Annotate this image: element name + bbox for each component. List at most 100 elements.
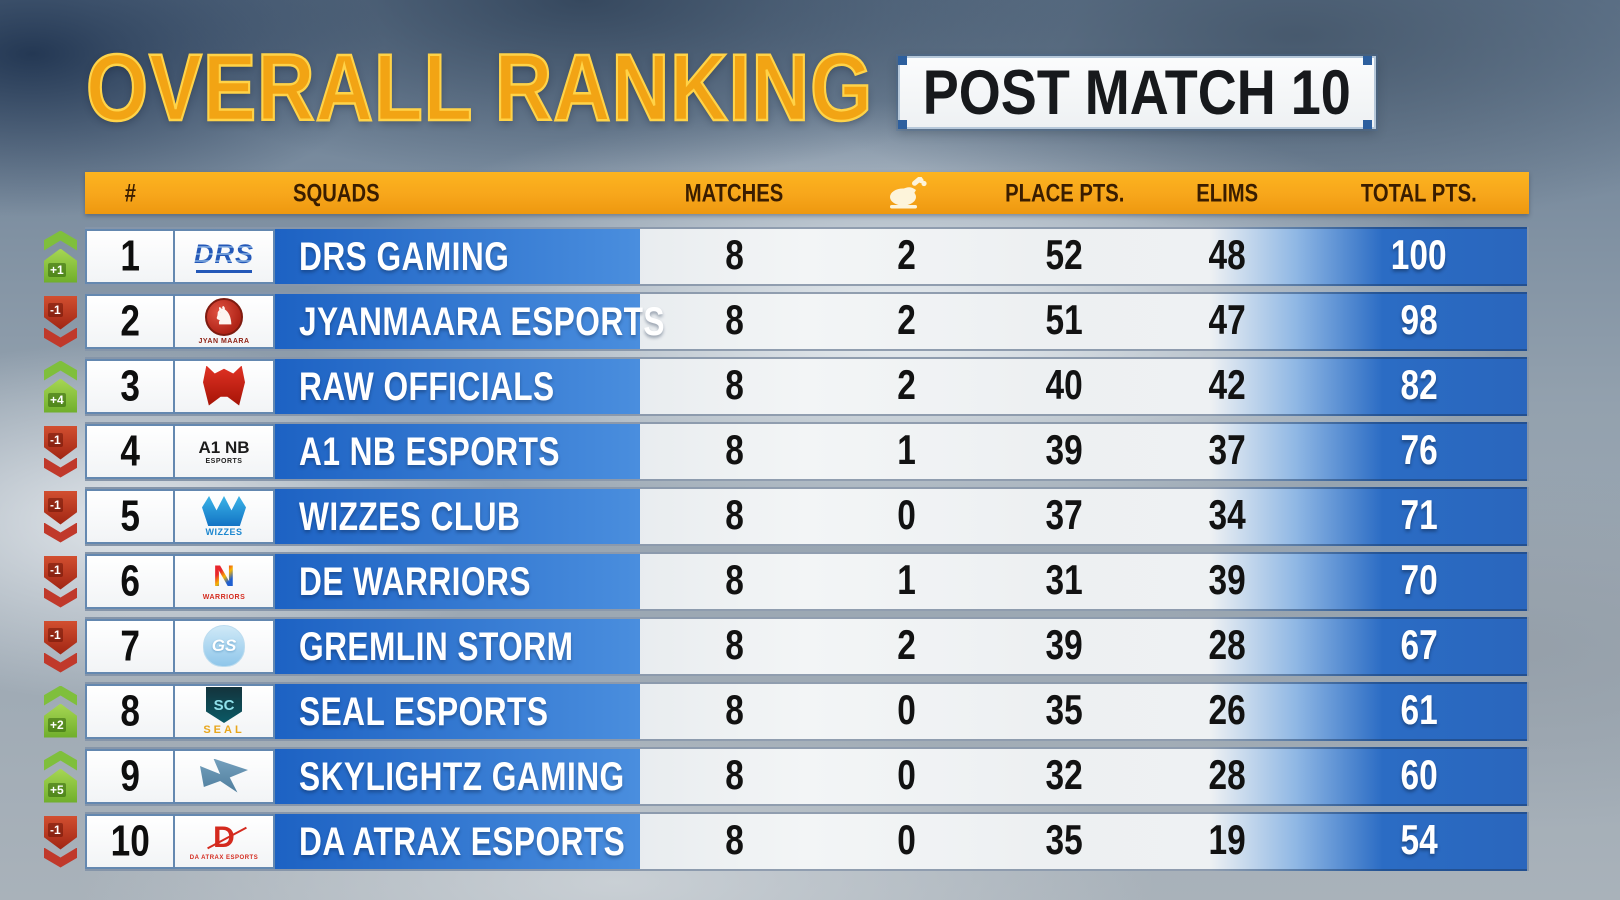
rank-change-chevron-icon: [44, 587, 77, 608]
team-logo-shape: SC: [206, 687, 242, 723]
header-place-pts: PLACE PTS.: [1004, 178, 1125, 207]
rank-change-chevron-icon: [44, 847, 77, 868]
wwcd-cell: 1: [897, 557, 916, 605]
team-logo-cell: A1 NB ESPORTS: [175, 424, 275, 479]
place-points-cell: 40: [1045, 362, 1084, 410]
total-points-cell: 61: [1400, 687, 1438, 735]
team-logo-shape: ♞: [205, 298, 243, 336]
rank-cell: 8: [85, 684, 175, 739]
place-points-cell: 39: [1045, 622, 1084, 670]
team-logo-cell: D DA ATRAX ESPORTS: [175, 814, 275, 869]
matches-cell: 8: [725, 427, 744, 475]
place-points-cell: 39: [1045, 427, 1084, 475]
team-logo: [200, 758, 248, 795]
rank-change-value: -1: [48, 302, 63, 317]
team-logo: SC SEAL: [203, 687, 244, 736]
rank-change-indicator: +4: [44, 360, 77, 413]
wwcd-cell: 2: [897, 297, 916, 345]
team-name-cell: SKYLIGHTZ GAMING: [275, 749, 640, 804]
team-logo-cell: DRS: [175, 229, 275, 284]
team-logo: WIZZES: [202, 496, 246, 537]
table-row: +5 9 SKYLIGHTZ GAMING 8 0 32 28 60: [44, 747, 1529, 806]
team-name-cell: DRS GAMING: [275, 229, 640, 284]
wwcd-cell: 0: [897, 492, 916, 540]
team-logo-cell: SC SEAL: [175, 684, 275, 739]
rank-change-indicator: -1: [44, 295, 77, 348]
elims-cell: 48: [1208, 232, 1246, 280]
rank-change-indicator: -1: [44, 555, 77, 608]
wwcd-cell: 2: [897, 232, 916, 280]
table-row: -1 10 D DA ATRAX ESPORTS DA ATRAX ESPORT…: [44, 812, 1529, 871]
rank-cell: 4: [85, 424, 175, 479]
rank-cell: 7: [85, 619, 175, 674]
total-points-cell: 76: [1400, 427, 1438, 475]
team-logo: DRS: [194, 240, 254, 273]
rank-change-indicator: +1: [44, 230, 77, 283]
rank-change-indicator: +2: [44, 685, 77, 738]
rank-change-value: +4: [48, 392, 66, 407]
rank-change-chevron-icon: [44, 522, 77, 543]
place-points-cell: 31: [1045, 557, 1084, 605]
matches-cell: 8: [725, 752, 744, 800]
team-logo-cell: ♞ JYAN MAARA: [175, 294, 275, 349]
team-name-cell: WIZZES CLUB: [275, 489, 640, 544]
team-logo-shape: [202, 496, 246, 526]
place-points-cell: 37: [1045, 492, 1084, 540]
table-row: +1 1 DRS DRS GAMING 8 2 52 48 100: [44, 227, 1529, 286]
team-logo: N WARRIORS: [202, 560, 246, 602]
team-name-cell: SEAL ESPORTS: [275, 684, 640, 739]
ranking-table: # SQUADS MATCHES PLACE PTS. ELIMS TOTAL …: [44, 172, 1529, 877]
total-points-cell: 98: [1400, 297, 1438, 345]
elims-cell: 39: [1208, 557, 1246, 605]
matches-cell: 8: [725, 297, 744, 345]
match-badge: POST MATCH 10: [898, 56, 1376, 129]
team-name-cell: GREMLIN STORM: [275, 619, 640, 674]
matches-cell: 8: [725, 687, 744, 735]
team-logo: D DA ATRAX ESPORTS: [189, 820, 259, 861]
team-logo-shape: GS: [203, 624, 245, 667]
team-name-cell: RAW OFFICIALS: [275, 359, 640, 414]
rank-cell: 3: [85, 359, 175, 414]
header-matches: MATCHES: [685, 178, 784, 207]
team-logo-cell: WIZZES: [175, 489, 275, 544]
ranking-rows: +1 1 DRS DRS GAMING 8 2 52 48 100 -1 2 ♞…: [44, 227, 1529, 871]
table-row: -1 7 GS GREMLIN STORM 8 2 39 28 67: [44, 617, 1529, 676]
matches-cell: 8: [725, 362, 744, 410]
rank-change-indicator: -1: [44, 425, 77, 478]
rank-cell: 10: [85, 814, 175, 869]
matches-cell: 8: [725, 492, 744, 540]
table-row: -1 5 WIZZES WIZZES CLUB 8 0 37 34 71: [44, 487, 1529, 546]
place-points-cell: 32: [1045, 752, 1084, 800]
elims-cell: 47: [1208, 297, 1246, 345]
matches-cell: 8: [725, 232, 744, 280]
wwcd-cell: 2: [897, 362, 916, 410]
team-logo-cell: N WARRIORS: [175, 554, 275, 609]
rank-cell: 2: [85, 294, 175, 349]
team-name-cell: DA ATRAX ESPORTS: [275, 814, 640, 869]
match-badge-label: POST MATCH 10: [922, 57, 1352, 128]
elims-cell: 34: [1208, 492, 1246, 540]
rank-change-chevron-icon: [44, 750, 77, 771]
page-title: OVERALL RANKING: [85, 35, 873, 141]
team-logo-cell: GS: [175, 619, 275, 674]
elims-cell: 28: [1208, 752, 1246, 800]
team-logo: GS: [203, 624, 245, 669]
rank-change-indicator: -1: [44, 620, 77, 673]
total-points-cell: 71: [1400, 492, 1438, 540]
team-logo-cell: [175, 359, 275, 414]
team-logo-cell: [175, 749, 275, 804]
matches-cell: 8: [725, 817, 744, 865]
total-points-cell: 100: [1391, 232, 1447, 280]
table-row: -1 2 ♞ JYAN MAARA JYANMAARA ESPORTS 8 2 …: [44, 292, 1529, 351]
rank-change-indicator: -1: [44, 815, 77, 868]
elims-cell: 42: [1208, 362, 1246, 410]
header-rank: #: [124, 178, 136, 207]
place-points-cell: 35: [1045, 817, 1084, 865]
rank-change-value: -1: [48, 822, 63, 837]
total-points-cell: 82: [1400, 362, 1438, 410]
rank-change-value: +1: [48, 262, 66, 277]
rank-cell: 9: [85, 749, 175, 804]
rank-change-value: +2: [48, 717, 66, 732]
chicken-dinner-icon: [889, 177, 927, 209]
team-logo: A1 NB ESPORTS: [198, 437, 250, 465]
